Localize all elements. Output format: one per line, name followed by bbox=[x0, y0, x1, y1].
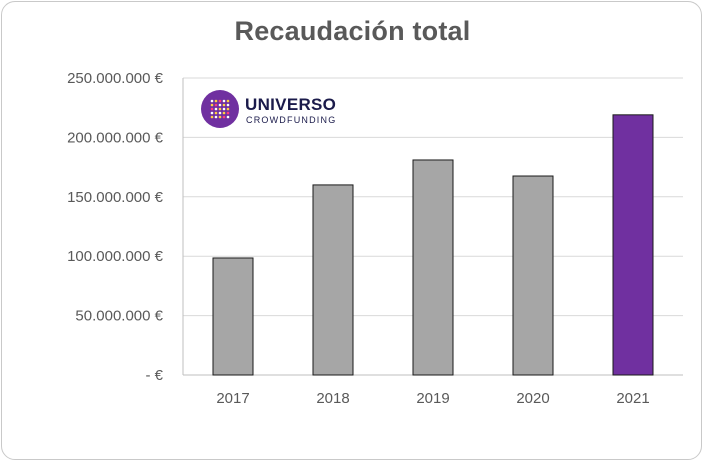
logo-dot bbox=[222, 111, 226, 115]
logo-dot bbox=[210, 107, 214, 111]
logo-dot bbox=[218, 111, 222, 115]
logo-dot bbox=[226, 107, 230, 111]
logo-dot bbox=[226, 115, 230, 119]
bar-2018 bbox=[312, 184, 354, 376]
logo-dot bbox=[226, 111, 230, 115]
x-tick-label: 2017 bbox=[216, 390, 249, 407]
logo-dot bbox=[214, 111, 218, 115]
logo-dot bbox=[218, 99, 222, 103]
y-tick-label: - € bbox=[145, 367, 163, 384]
logo-dot bbox=[210, 99, 214, 103]
universo-logo: UNIVERSO CROWDFUNDING bbox=[201, 90, 336, 128]
logo-dot bbox=[226, 99, 230, 103]
logo-dot bbox=[210, 115, 214, 119]
logo-dot bbox=[222, 99, 226, 103]
y-tick-label: 150.000.000 € bbox=[67, 189, 164, 206]
y-tick-labels: - € 50.000.000 € 100.000.000 € 150.000.000 … bbox=[67, 70, 164, 384]
logo-dot bbox=[210, 103, 214, 107]
x-tick-label: 2018 bbox=[316, 390, 349, 407]
logo-dot bbox=[218, 107, 222, 111]
logo-dot bbox=[218, 103, 222, 107]
logo-dot bbox=[214, 115, 218, 119]
bars bbox=[212, 114, 654, 376]
y-tick-label: 50.000.000 € bbox=[75, 308, 163, 325]
logo-dot bbox=[218, 115, 222, 119]
x-tick-label: 2021 bbox=[616, 390, 649, 407]
logo-dot bbox=[214, 107, 218, 111]
logo-dot bbox=[222, 103, 226, 107]
bar-2019 bbox=[412, 159, 454, 376]
y-tick-label: 250.000.000 € bbox=[67, 70, 164, 87]
chart-title: Recaudación total bbox=[234, 16, 471, 46]
logo-dot bbox=[210, 111, 214, 115]
y-tick-label: 100.000.000 € bbox=[67, 248, 164, 265]
logo-dot bbox=[226, 103, 230, 107]
logo-subtitle: CROWDFUNDING bbox=[246, 115, 336, 125]
x-tick-label: 2019 bbox=[416, 390, 449, 407]
logo-wordmark: UNIVERSO bbox=[245, 95, 336, 114]
logo-dot bbox=[222, 115, 226, 119]
logo-dot bbox=[214, 99, 218, 103]
bar-2021 bbox=[612, 114, 654, 376]
x-tick-labels: 2017 2018 2019 2020 2021 bbox=[216, 390, 649, 407]
logo-dot bbox=[222, 107, 226, 111]
bar-2020 bbox=[512, 175, 554, 376]
logo-dot bbox=[214, 103, 218, 107]
bar-2017 bbox=[212, 257, 254, 376]
x-tick-label: 2020 bbox=[516, 390, 549, 407]
y-tick-label: 200.000.000 € bbox=[67, 129, 164, 146]
